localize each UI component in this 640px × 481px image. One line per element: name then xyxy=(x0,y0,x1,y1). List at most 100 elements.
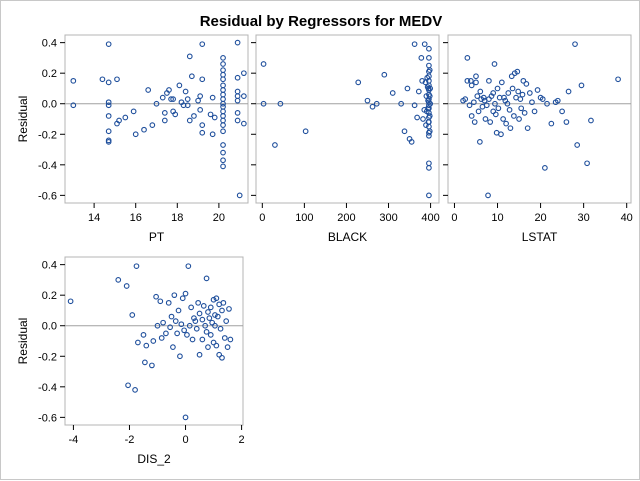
data-point xyxy=(355,79,362,86)
data-point xyxy=(518,105,525,112)
data-point xyxy=(426,93,433,99)
x-tick-label: 18 xyxy=(171,212,183,224)
data-point xyxy=(167,324,173,331)
data-point xyxy=(105,41,112,48)
data-point xyxy=(220,100,226,107)
data-point xyxy=(132,387,138,393)
y-tick-label: 0.4 xyxy=(42,260,57,272)
data-point xyxy=(272,142,278,148)
data-point xyxy=(149,122,156,128)
y-tick-label: -0.6 xyxy=(38,190,57,202)
data-point xyxy=(389,90,396,96)
data-point xyxy=(221,335,228,341)
data-point xyxy=(240,120,247,127)
data-point xyxy=(207,332,214,338)
data-point xyxy=(165,299,172,306)
data-point xyxy=(70,102,77,109)
data-point xyxy=(168,96,174,102)
data-point xyxy=(212,322,218,329)
data-point xyxy=(199,336,206,343)
data-point xyxy=(475,108,482,115)
data-point xyxy=(199,76,206,83)
x-tick-label: 200 xyxy=(337,212,355,224)
data-point xyxy=(464,55,471,61)
data-point xyxy=(277,100,284,107)
data-point xyxy=(200,303,207,309)
y-tick-label: -0.2 xyxy=(38,129,57,141)
data-point xyxy=(517,96,524,102)
data-point xyxy=(464,77,471,84)
data-point xyxy=(473,79,479,86)
data-point xyxy=(426,67,433,73)
data-point xyxy=(105,128,112,135)
data-point xyxy=(159,94,166,101)
data-point xyxy=(99,76,106,83)
data-point xyxy=(260,61,267,67)
data-point xyxy=(205,344,211,350)
data-point xyxy=(234,110,241,116)
data-point xyxy=(504,100,511,107)
data-point xyxy=(176,82,183,89)
data-point xyxy=(220,299,227,306)
data-point xyxy=(145,87,152,93)
data-point xyxy=(166,87,172,93)
y-tick-label: -0.4 xyxy=(38,160,57,172)
data-point xyxy=(226,306,232,312)
data-point xyxy=(211,114,218,121)
data-point xyxy=(539,96,546,102)
data-point xyxy=(143,342,150,349)
data-point xyxy=(508,73,515,80)
data-point xyxy=(572,41,578,48)
x-tick-label: 14 xyxy=(88,212,100,224)
data-point xyxy=(485,192,491,199)
data-point xyxy=(524,125,531,132)
data-point xyxy=(420,116,426,122)
data-point xyxy=(207,111,214,118)
data-point xyxy=(184,96,191,102)
data-point xyxy=(480,94,487,101)
data-point xyxy=(186,322,193,329)
x-axis-label: BLACK xyxy=(328,230,367,244)
data-point xyxy=(154,322,161,329)
data-point xyxy=(199,41,206,48)
data-point xyxy=(171,292,178,299)
x-tick-label: 30 xyxy=(578,212,590,224)
data-point xyxy=(470,99,477,106)
data-point xyxy=(133,263,140,270)
data-point xyxy=(202,322,209,329)
data-point xyxy=(115,277,122,283)
data-point xyxy=(506,106,513,113)
data-point xyxy=(209,319,216,326)
data-point xyxy=(217,325,224,332)
data-point xyxy=(531,108,538,115)
y-tick-label: 0.0 xyxy=(42,321,57,333)
plot-area xyxy=(64,34,249,204)
x-axis-label: LSTAT xyxy=(522,230,558,244)
data-point xyxy=(427,85,434,92)
x-axis-label: DIS_2 xyxy=(137,452,171,466)
data-point xyxy=(172,111,179,118)
data-point xyxy=(220,157,226,164)
data-point xyxy=(503,120,509,127)
data-point xyxy=(519,91,526,98)
data-point xyxy=(563,119,570,125)
data-point xyxy=(210,339,217,346)
x-tick-label: 100 xyxy=(295,212,313,224)
data-point xyxy=(511,113,517,119)
data-point xyxy=(199,129,206,136)
data-point xyxy=(140,332,147,338)
data-point xyxy=(224,344,231,350)
data-point xyxy=(240,70,247,77)
plot-area xyxy=(64,256,244,426)
data-point xyxy=(574,142,581,148)
data-point xyxy=(411,41,418,48)
data-point xyxy=(185,263,192,270)
data-point xyxy=(189,73,195,80)
data-point xyxy=(142,359,148,366)
data-point xyxy=(477,139,483,145)
data-point xyxy=(161,117,168,124)
data-point xyxy=(421,41,428,48)
y-tick-label: 0.2 xyxy=(42,290,57,302)
